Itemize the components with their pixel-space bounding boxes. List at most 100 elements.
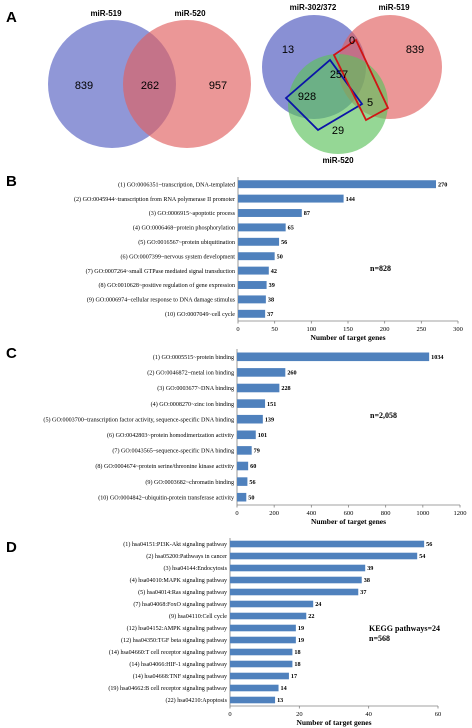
x-tick-label: 150 — [343, 326, 353, 333]
value-label: 37 — [267, 311, 273, 318]
value-label: 50 — [277, 253, 283, 260]
x-axis-title: Number of target genes — [296, 718, 371, 727]
value-label: 56 — [281, 239, 287, 246]
bar — [230, 540, 425, 548]
x-tick-label: 0 — [235, 510, 238, 517]
bar — [230, 600, 314, 608]
category-label: (1) GO:0005515~protein binding — [153, 354, 234, 361]
value-label: 101 — [258, 432, 267, 439]
category-label: (9) GO:0003682~chromatin binding — [145, 479, 234, 486]
panel-letter-c: C — [6, 345, 17, 362]
value-label: 19 — [298, 625, 304, 632]
value-label: 22 — [308, 613, 314, 620]
value-label: 144 — [346, 196, 355, 203]
venn-two-set: miR-519 miR-520 839 262 957 — [48, 9, 251, 148]
value-label: 18 — [294, 649, 300, 656]
category-label: (12) hsa04152:AMPK signaling pathway — [127, 625, 228, 632]
value-label: 87 — [304, 210, 310, 217]
value-label: 270 — [438, 181, 447, 188]
venn3-mir520-only: 29 — [332, 125, 344, 137]
bar — [238, 237, 280, 246]
x-tick-label: 1000 — [416, 510, 429, 517]
venn3-mir302-mir519: 0 — [349, 35, 355, 47]
x-tick-label: 800 — [381, 510, 391, 517]
sample-size-annotation-2: n=568 — [369, 634, 390, 643]
category-label: (6) GO:0042803~protein homodimerization … — [107, 432, 235, 439]
value-label: 1034 — [431, 354, 443, 361]
category-label: (2) GO:0045944~transcription from RNA po… — [74, 196, 235, 203]
value-label: 17 — [291, 673, 297, 680]
value-label: 19 — [298, 637, 304, 644]
category-label: (2) hsa05200:Pathways in cancer — [146, 553, 227, 560]
x-tick-label: 20 — [296, 711, 303, 718]
value-label: 56 — [249, 479, 255, 486]
x-tick-label: 1200 — [454, 510, 467, 517]
value-label: 38 — [364, 577, 370, 584]
category-label: (19) hsa04662:B cell receptor signaling … — [108, 685, 228, 692]
venn3-all-three: 257 — [330, 69, 348, 81]
sample-size-annotation: KEGG pathways=24 — [369, 624, 440, 633]
bar — [238, 223, 286, 232]
x-tick-label: 100 — [306, 326, 316, 333]
category-label: (10) GO:0007049~cell cycle — [165, 311, 235, 318]
bar — [230, 624, 296, 632]
venn-three-set: miR-302/372 miR-519 miR-520 13 0 839 257… — [262, 3, 442, 165]
venn3-label-mir302: miR-302/372 — [290, 3, 337, 12]
value-label: 228 — [281, 385, 290, 392]
bar — [237, 383, 280, 393]
sample-size-annotation: n=828 — [370, 264, 391, 273]
bar-chart-d: 56 (1) hsa04151:PI3K-Akt signaling pathwa… — [108, 538, 441, 727]
category-label: (3) GO:0006915~apoptotic process — [149, 210, 236, 217]
value-label: 42 — [271, 268, 277, 275]
category-label: (22) hsa04210:Apoptosis — [166, 697, 228, 704]
x-tick-label: 300 — [453, 326, 463, 333]
x-tick-label: 0 — [236, 326, 239, 333]
category-label: (12) hsa04350:TGF beta signaling pathway — [121, 637, 228, 644]
category-label: (14) hsa04660:T cell receptor signaling … — [109, 649, 228, 656]
value-label: 24 — [315, 601, 321, 608]
bar — [238, 295, 266, 304]
value-label: 56 — [426, 541, 432, 548]
x-tick-label: 400 — [306, 510, 316, 517]
x-tick-label: 600 — [344, 510, 354, 517]
venn2-label-mir519: miR-519 — [90, 9, 122, 18]
bar — [237, 461, 249, 471]
bar — [237, 399, 266, 408]
category-label: (4) GO:0006468~protein phosphorylation — [133, 225, 235, 232]
bar — [230, 552, 418, 560]
venn3-mir302-mir520: 928 — [298, 91, 316, 103]
x-tick-label: 60 — [435, 711, 442, 718]
highlight-box-blue — [284, 58, 364, 132]
x-tick-label: 40 — [365, 711, 372, 718]
category-label: (4) GO:0008270~zinc ion binding — [151, 401, 234, 408]
bar — [230, 564, 366, 572]
value-label: 139 — [265, 416, 274, 423]
bar — [230, 612, 307, 620]
bar — [237, 477, 248, 486]
panel-letter-b: B — [6, 173, 17, 190]
sample-size-annotation: n=2,058 — [370, 411, 397, 420]
bar — [230, 660, 293, 668]
category-label: (5) GO:0003700~transcription factor acti… — [43, 416, 234, 423]
value-label: 65 — [288, 225, 294, 232]
category-label: (1) GO:0006351~transcription, DNA-templa… — [118, 181, 235, 188]
bar — [230, 684, 279, 692]
bar — [237, 430, 256, 440]
bar — [230, 672, 289, 680]
venn2-left-only: 839 — [75, 80, 93, 92]
venn3-mir519-mir520: 5 — [367, 97, 373, 109]
category-label: (8) GO:0010628~positive regulation of ge… — [99, 282, 236, 289]
x-tick-label: 50 — [271, 326, 278, 333]
value-label: 260 — [287, 370, 296, 377]
venn-circle-mir520b — [288, 54, 388, 154]
value-label: 50 — [248, 494, 254, 501]
venn3-mir302-only: 13 — [282, 44, 294, 56]
bar-chart-c: 1034 (1) GO:0005515~protein binding 260 (2)… — [43, 349, 467, 526]
value-label: 14 — [281, 685, 287, 692]
bar — [230, 696, 276, 704]
category-label: (7) GO:0043565~sequence-specific DNA bin… — [112, 448, 234, 455]
value-label: 38 — [268, 297, 274, 304]
category-label: (7) hsa04068:FoxO signaling pathway — [133, 601, 228, 608]
x-axis-title: Number of target genes — [310, 333, 385, 342]
category-label: (10) GO:0004842~ubiquitin-protein transf… — [98, 494, 235, 501]
